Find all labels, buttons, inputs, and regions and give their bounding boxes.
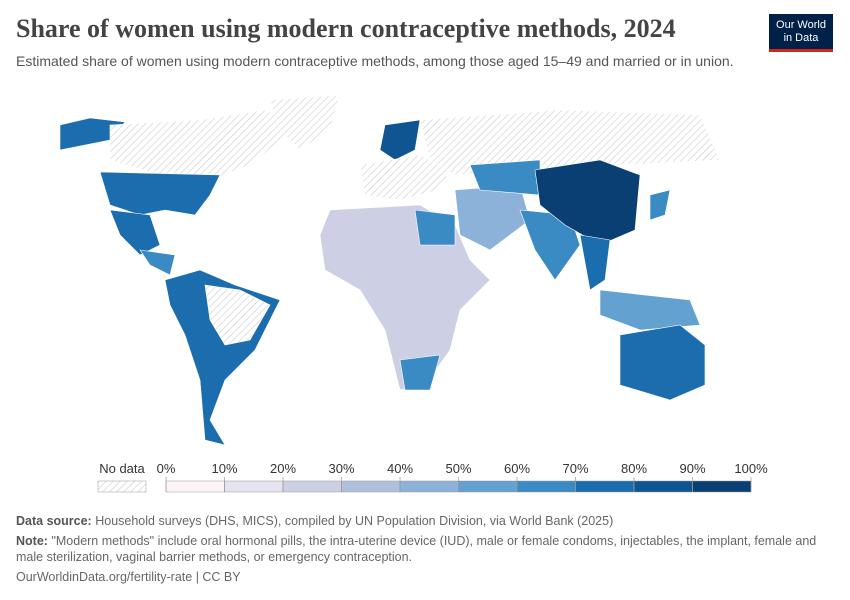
legend-tick-label: 30%	[328, 461, 354, 476]
legend-bin	[165, 480, 225, 493]
egypt[interactable]	[414, 209, 456, 246]
central-asia[interactable]	[469, 159, 541, 196]
note-label: Note:	[16, 534, 48, 548]
middle-east[interactable]	[454, 184, 531, 251]
south-africa[interactable]	[399, 354, 441, 391]
countries	[59, 94, 721, 446]
legend-tick-label: 80%	[621, 461, 647, 476]
legend-tick-label: 10%	[211, 461, 237, 476]
europe[interactable]	[359, 154, 451, 201]
legend-tick-label: 90%	[679, 461, 705, 476]
url[interactable]: OurWorldinData.org/fertility-rate | CC B…	[16, 570, 241, 584]
logo-line: Our World	[776, 19, 826, 31]
source-label: Data source:	[16, 514, 92, 528]
china[interactable]	[534, 159, 641, 246]
usa[interactable]	[99, 171, 221, 216]
australia[interactable]	[619, 324, 706, 401]
legend-bin	[692, 480, 752, 493]
logo-line: in Data	[783, 32, 819, 44]
se-asia[interactable]	[579, 234, 611, 291]
legend-bin	[224, 480, 284, 493]
africa[interactable]	[319, 204, 491, 391]
legend-bin	[575, 480, 635, 493]
legend-bin	[458, 480, 518, 493]
no-data-label: No data	[99, 461, 145, 476]
canada[interactable]	[109, 109, 301, 181]
legend-bin	[341, 480, 401, 493]
central-america[interactable]	[139, 249, 176, 276]
legend-tick-label: 100%	[734, 461, 768, 476]
mexico[interactable]	[109, 209, 161, 256]
map: No data 0% 10% 20% 30% 40% 50% 60% 70% 80% 90% 100%	[59, 94, 768, 493]
legend-tick-label: 40%	[387, 461, 413, 476]
japan[interactable]	[649, 189, 671, 221]
legend-bin	[633, 480, 693, 493]
indonesia[interactable]	[599, 289, 701, 331]
note: Note: "Modern methods" include oral horm…	[16, 533, 831, 565]
russia[interactable]	[419, 109, 721, 176]
legend-bin	[516, 480, 576, 493]
legend-tick-label: 70%	[562, 461, 588, 476]
note-text: "Modern methods" include oral hormonal p…	[16, 534, 817, 564]
nordics[interactable]	[379, 119, 421, 161]
source: Data source: Household surveys (DHS, MIC…	[16, 513, 831, 529]
legend-tick-label: 20%	[270, 461, 296, 476]
legend-bin	[399, 480, 459, 493]
title: Share of women using modern contraceptiv…	[16, 14, 676, 43]
no-data-swatch	[97, 480, 147, 493]
legend-bin	[282, 480, 342, 493]
source-text: Household surveys (DHS, MICS), compiled …	[95, 514, 614, 528]
brazil[interactable]	[204, 284, 271, 346]
subtitle: Estimated share of women using modern co…	[16, 53, 734, 69]
legend-tick-label: 50%	[445, 461, 471, 476]
legend-tick-label: 60%	[504, 461, 530, 476]
greenland[interactable]	[269, 94, 341, 151]
logo[interactable]: Our World in Data	[769, 14, 833, 52]
legend-tick-label: 0%	[157, 461, 176, 476]
